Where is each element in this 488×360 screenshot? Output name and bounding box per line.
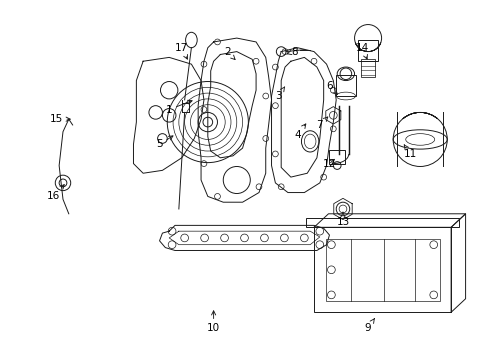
Bar bbox=[358, 40, 377, 61]
Text: 3: 3 bbox=[274, 87, 284, 101]
Text: 16: 16 bbox=[47, 185, 64, 201]
Bar bbox=[329, 150, 344, 163]
Text: 6: 6 bbox=[325, 81, 337, 94]
Text: 8: 8 bbox=[286, 46, 297, 57]
Bar bbox=[361, 59, 374, 77]
Text: 15: 15 bbox=[49, 114, 70, 124]
Text: 13: 13 bbox=[336, 212, 349, 226]
Text: 5: 5 bbox=[156, 136, 173, 149]
Text: 9: 9 bbox=[364, 319, 374, 333]
Text: 2: 2 bbox=[224, 46, 235, 59]
Bar bbox=[305, 218, 458, 227]
Text: 14: 14 bbox=[355, 43, 368, 59]
Text: 11: 11 bbox=[403, 145, 416, 159]
Text: 10: 10 bbox=[206, 311, 220, 333]
Text: 1: 1 bbox=[165, 100, 192, 114]
Bar bbox=[325, 239, 439, 301]
Bar bbox=[313, 227, 450, 312]
Text: 7: 7 bbox=[316, 117, 327, 130]
Text: 12: 12 bbox=[322, 159, 335, 168]
Text: 17: 17 bbox=[175, 43, 188, 59]
Bar bbox=[336, 75, 355, 96]
Text: 4: 4 bbox=[294, 124, 305, 140]
